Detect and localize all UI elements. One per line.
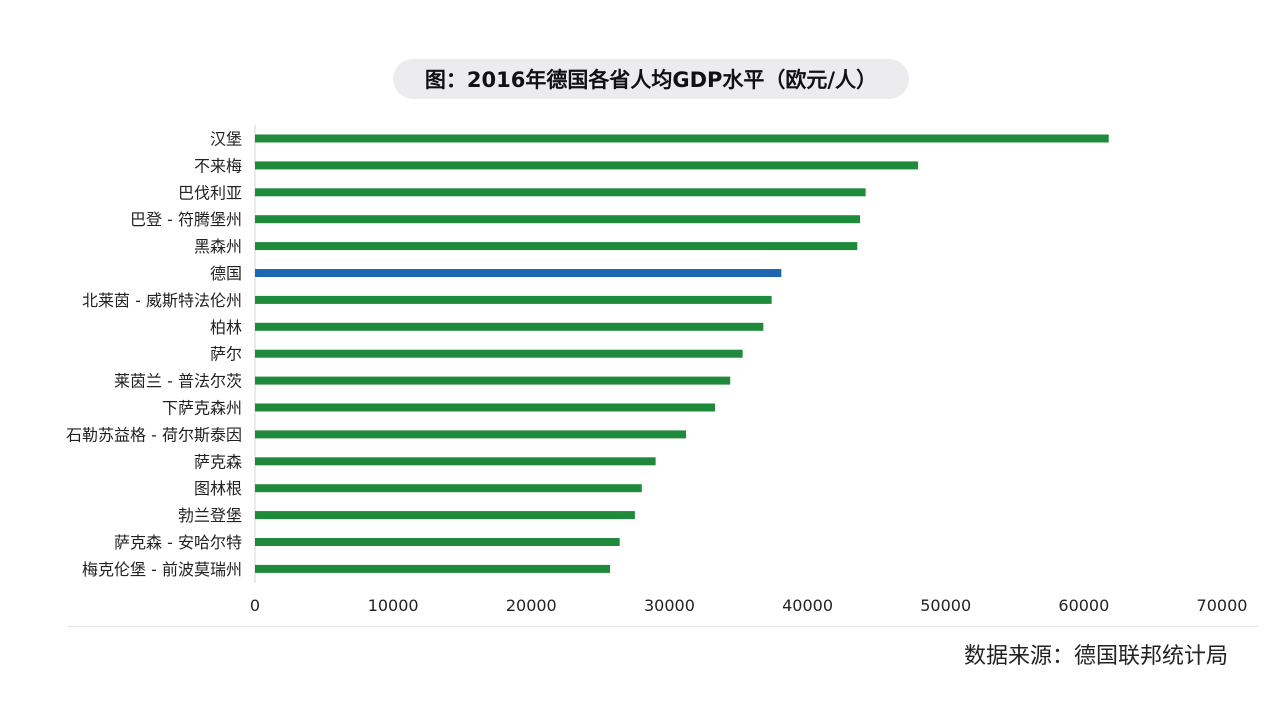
bar-13	[255, 484, 642, 493]
category-label: 柏林	[210, 318, 242, 337]
x-tick-label: 50000	[920, 596, 971, 615]
category-label: 巴伐利亚	[178, 183, 242, 202]
bar-11	[255, 430, 687, 439]
x-tick-label: 60000	[1058, 596, 1109, 615]
divider	[68, 626, 1258, 627]
x-tick-label: 30000	[644, 596, 695, 615]
bar-10	[255, 403, 716, 412]
category-label: 北莱茵 - 威斯特法伦州	[82, 291, 242, 310]
source-note: 数据来源：德国联邦统计局	[963, 644, 1228, 669]
x-tick-label: 70000	[1197, 596, 1248, 615]
category-label: 石勒苏益格 - 荷尔斯泰因	[66, 425, 242, 444]
bar-9	[255, 376, 731, 385]
category-label: 图林根	[194, 479, 242, 498]
category-label: 下萨克森州	[162, 399, 242, 418]
bar-4	[255, 242, 858, 251]
x-tick-label: 10000	[368, 596, 419, 615]
category-label: 勃兰登堡	[178, 506, 242, 525]
bar-1	[255, 161, 919, 170]
x-tick-label: 0	[250, 596, 260, 615]
bar-3	[255, 215, 861, 224]
x-tick-label: 20000	[506, 596, 557, 615]
bar-16	[255, 564, 611, 573]
category-label: 德国	[210, 264, 242, 283]
category-label: 梅克伦堡 - 前波莫瑞州	[82, 560, 242, 579]
bar-12	[255, 457, 656, 466]
category-label: 巴登 - 符腾堡州	[130, 210, 242, 229]
category-label: 黑森州	[194, 237, 242, 256]
category-label: 萨尔	[210, 345, 242, 364]
bar-15	[255, 538, 620, 546]
category-label: 萨克森 - 安哈尔特	[114, 533, 242, 552]
category-label: 莱茵兰 - 普法尔茨	[114, 372, 242, 391]
bar-14	[255, 511, 635, 520]
bar-2	[255, 188, 866, 197]
bar-8	[255, 349, 743, 358]
category-label: 汉堡	[210, 130, 242, 149]
category-label: 萨克森	[194, 452, 242, 471]
bar-5	[255, 269, 782, 277]
category-label: 不来梅	[194, 156, 242, 175]
chart-title: 图：2016年德国各省人均GDP水平（欧元/人）	[393, 59, 909, 99]
x-tick-label: 40000	[782, 596, 833, 615]
bar-7	[255, 322, 764, 331]
bar-0	[255, 134, 1109, 143]
bar-6	[255, 295, 772, 304]
